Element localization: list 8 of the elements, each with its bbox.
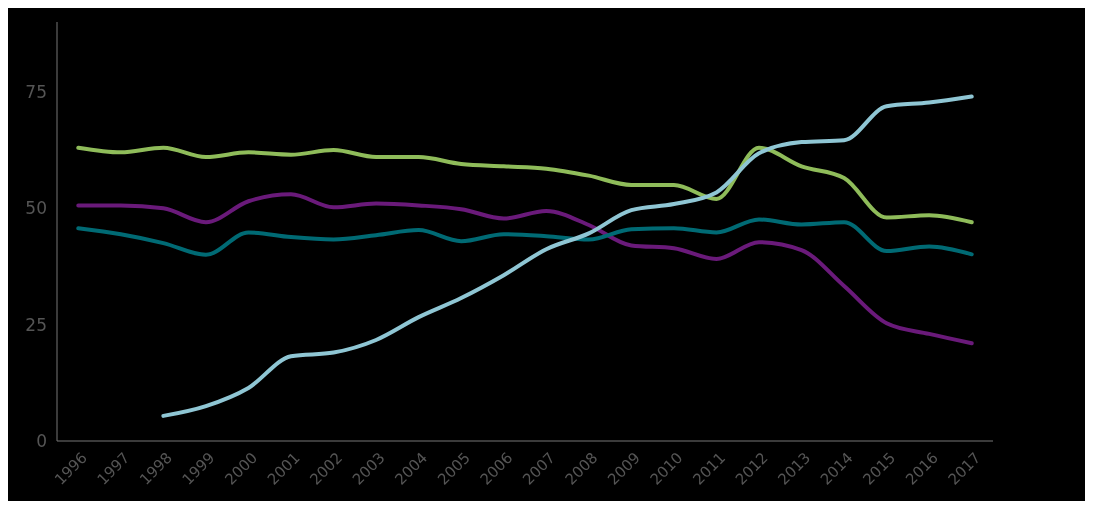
line-series — [161, 94, 974, 418]
line-series — [76, 217, 974, 257]
y-tick-label: 50 — [25, 198, 47, 219]
line-series — [76, 145, 974, 225]
y-tick-label: 75 — [25, 81, 47, 102]
y-tick-label: 0 — [36, 430, 47, 451]
y-tick-label: 25 — [25, 314, 47, 335]
line-series — [76, 192, 974, 346]
